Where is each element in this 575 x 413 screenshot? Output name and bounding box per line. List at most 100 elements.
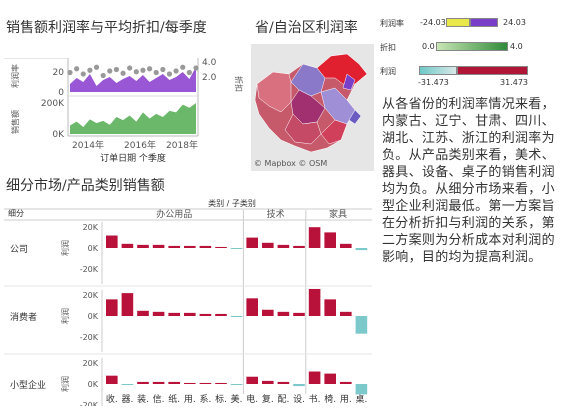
profit-bar [262,309,274,316]
profit-bar [246,237,258,248]
subcategory-label: 用. [184,394,196,405]
profit-bar [293,245,305,248]
discount-point [133,69,139,75]
profit-min: -31.473 [418,78,449,87]
profit-rate-min: -24.03 [420,18,446,27]
discount-point [107,68,113,74]
y-tick: -20K [80,401,99,406]
discount-point [193,65,199,71]
right-axis-label: 折扣 [234,76,244,92]
profit-bar [340,243,352,248]
profit-bar [308,288,321,316]
discount-min: 0.0 [422,42,435,51]
profit-bar [168,381,180,384]
profit-bar [215,313,227,316]
discount-point [140,67,146,73]
profit-bar [184,312,196,316]
profit-legend-pos [457,66,528,75]
profit-bar [106,235,118,248]
profit-bar [215,246,227,248]
profit-bar [262,380,274,384]
profit-bar [121,293,134,316]
profit-bar [308,227,321,248]
pane2-ylabel: 销售额 [10,110,20,134]
profit-bar [246,298,258,316]
profit-bar [152,381,165,384]
subcategory-label: 美. [231,393,243,405]
profit-bar [293,312,305,316]
segment-chart-title: 细分市场/产品类别销售额 [6,178,165,194]
profit-bar [199,245,212,248]
sales-area [70,103,196,134]
profit-bar [152,244,165,248]
map-attribution: © Mapbox © OSM [254,159,328,168]
measure-label: 利润 [60,376,70,392]
map-title: 省/自治区利润率 [255,20,358,36]
pane1-tick: 20 [53,68,65,78]
profit-bar [137,310,149,316]
discount-point [146,66,153,72]
right-tick: 4.0 [202,58,217,68]
y-tick: 0K [88,312,99,321]
profit-bar [277,381,290,384]
discount-point [180,64,186,70]
profit-bar [137,381,149,384]
china-map-shape [254,53,368,153]
y-tick: 0K [88,380,99,389]
profit-rate-max: 24.03 [503,18,526,27]
subcategory-label: 标. [215,393,227,405]
profit-bar [262,242,274,248]
profit-bar [168,312,180,316]
category-header: 技术 [267,208,285,220]
discount-point [67,69,73,76]
measure-label: 利润 [60,308,70,324]
column-header: 类别 / 子类别 [208,198,256,208]
profit-bar [199,382,212,384]
discount-point [80,71,86,77]
discount-point [93,64,100,70]
profit-bar [230,248,243,249]
profit-bar [215,382,227,384]
discount-point [153,69,159,76]
category-header: 办公用品 [156,208,192,220]
y-tick: 20K [83,223,99,232]
segment-label: 公司 [10,244,28,255]
profit-rate-legend-label: 利润率 [380,19,404,28]
profit-bar [355,316,368,334]
pane1-ylabel: 利润率 [10,64,20,88]
discount-max: 4.0 [510,42,523,51]
sales-profit-chart-title: 销售额利润率与平均折扣/每季度 [6,20,207,36]
discount-point [74,66,80,72]
x-tick-label: 2014年 [72,139,104,151]
y-tick: -20K [80,265,99,274]
x-tick-label: 2018年 [166,139,198,151]
subcategory-label: 配. [277,394,289,405]
subcategory-label: 椅. [324,393,336,405]
profit-bar [324,232,336,248]
x-tick-label: 2016年 [124,139,156,151]
profit-rate-legend-neg [446,18,470,27]
profit-bar [355,384,368,395]
profit-bar [324,373,336,384]
profit-bar [184,382,196,384]
profit-bar [152,311,165,316]
subcategory-label: 收. [106,393,118,405]
subcategory-label: 设. [293,394,305,405]
discount-point [186,69,192,76]
segment-label: 小型企业 [10,379,46,391]
discount-point [100,72,106,79]
category-header: 家具 [329,208,347,220]
measure-label: 利润 [60,240,70,256]
profit-legend-neg [419,66,457,75]
segment-label: 消费者 [10,311,37,323]
discount-legend-bar [436,42,508,51]
profit-bar [340,381,352,384]
pane2-tick: 0K [52,130,65,140]
profit-bar [340,311,352,316]
subcategory-label: 电. [246,393,258,405]
province-map[interactable]: © Mapbox © OSM [251,44,374,171]
profit-bar [106,375,118,384]
pane2-tick: 200K [41,99,65,109]
